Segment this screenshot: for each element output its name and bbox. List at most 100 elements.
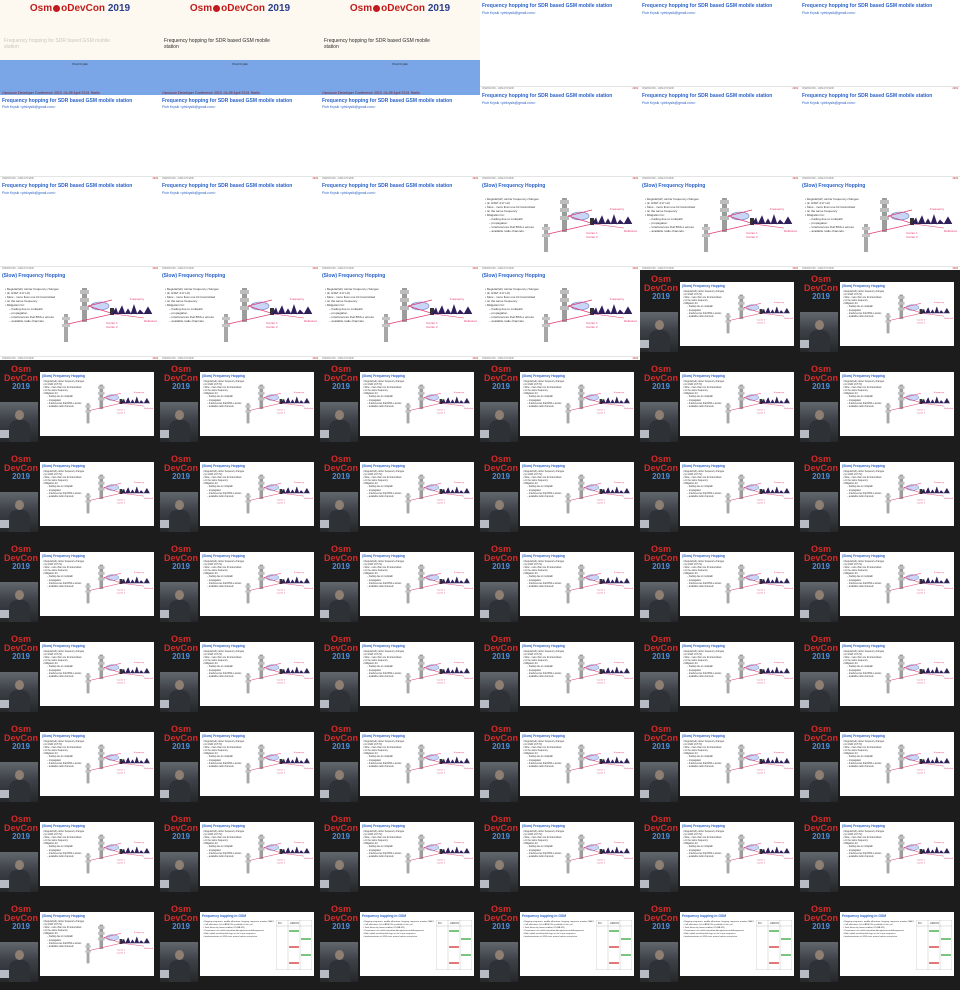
table-header-fn: FN: [758, 921, 762, 925]
intro-slide-thumbnail[interactable]: Frequency hopping for SDR based GSM mobi…: [800, 90, 960, 180]
video-frame-thumbnail[interactable]: Osm DevCon 2019 (Slow) Frequency Hopping…: [480, 360, 640, 450]
video-frame-thumbnail[interactable]: Osm DevCon 2019 (Slow) Frequency Hopping…: [320, 450, 480, 540]
frequency-hopping-diagram: Frequency Carrier 1 Carrier 2 Reflected: [222, 288, 317, 342]
bullet-item: – propagation: [649, 221, 668, 226]
frequency-hopping-slide-thumbnail[interactable]: (Slow) Frequency Hopping • Regular(ish) …: [480, 270, 640, 360]
video-frame-thumbnail[interactable]: Osm DevCon 2019 (Slow) Frequency Hopping…: [480, 810, 640, 900]
video-frame-thumbnail[interactable]: Osm DevCon 2019 (Slow) Frequency Hopping…: [320, 630, 480, 720]
title-slide-thumbnail[interactable]: Osm oDevCon 2019 Frequency hopping for SD…: [0, 0, 160, 90]
speaker-body: [9, 870, 30, 892]
video-frame-thumbnail[interactable]: Osm DevCon 2019 Frequency hopping in GSM…: [480, 900, 640, 990]
video-frame-thumbnail[interactable]: Osm DevCon 2019 (Slow) Frequency Hopping…: [800, 810, 960, 900]
intro-slide-thumbnail[interactable]: Frequency hopping for SDR based GSM mobi…: [480, 0, 640, 90]
video-frame-thumbnail[interactable]: Osm DevCon 2019 Frequency hopping in GSM…: [160, 900, 320, 990]
intro-slide-thumbnail[interactable]: Frequency hopping for SDR based GSM mobi…: [160, 180, 320, 270]
fig-label-c1: Carrier 1: [437, 769, 446, 771]
bullet-item: – Interferences that BSS-s across: [687, 762, 722, 765]
video-frame-thumbnail[interactable]: Osm DevCon 2019 (Slow) Frequency Hopping…: [640, 630, 800, 720]
video-frame-thumbnail[interactable]: Osm DevCon 2019 (Slow) Frequency Hopping…: [640, 360, 800, 450]
fig-label-freq: Frequency: [614, 752, 625, 754]
frequency-hopping-slide-thumbnail[interactable]: (Slow) Frequency Hopping • Regular(ish) …: [640, 180, 800, 270]
footer-left: OSMOCOM - GSM-FH-SDR: [162, 177, 194, 180]
video-frame-thumbnail[interactable]: Osm DevCon 2019 (Slow) Frequency Hopping…: [320, 540, 480, 630]
footer-left: OSMOCOM - GSM-FH-SDR: [802, 267, 834, 270]
video-slide: (Slow) Frequency Hopping • Regular(ish) …: [680, 642, 794, 706]
slide-bullets: • Regular(ish) carrier frequency changes…: [683, 291, 739, 319]
video-frame-thumbnail[interactable]: Osm DevCon 2019 (Slow) Frequency Hopping…: [480, 630, 640, 720]
handset: [919, 758, 923, 764]
video-frame-thumbnail[interactable]: Osm DevCon 2019 Frequency hopping in GSM…: [640, 900, 800, 990]
frequency-hopping-slide-thumbnail[interactable]: (Slow) Frequency Hopping • Regular(ish) …: [0, 270, 160, 360]
video-frame-thumbnail[interactable]: Osm DevCon 2019 (Slow) Frequency Hopping…: [0, 810, 160, 900]
bullet-item: – Interferences that BSS-s across: [527, 582, 562, 585]
video-frame-thumbnail[interactable]: Osm DevCon 2019 (Slow) Frequency Hopping…: [320, 360, 480, 450]
frequency-hopping-diagram: Frequency Carrier 1 Carrier 2 Reflected: [85, 834, 154, 874]
video-frame-thumbnail[interactable]: Osm DevCon 2019 (Slow) Frequency Hopping…: [800, 450, 960, 540]
speaker-head: [495, 770, 504, 780]
intro-slide-thumbnail[interactable]: Frequency hopping for SDR based GSM mobi…: [320, 180, 480, 270]
video-frame-thumbnail[interactable]: Osm DevCon 2019 (Slow) Frequency Hopping…: [160, 810, 320, 900]
footer-left: OSMOCOM - GSM-FH-SDR: [642, 267, 674, 270]
video-frame-thumbnail[interactable]: Osm DevCon 2019 (Slow) Frequency Hopping…: [0, 630, 160, 720]
video-frame-thumbnail[interactable]: Osm DevCon 2019 (Slow) Frequency Hopping…: [0, 900, 160, 990]
title-slide-thumbnail[interactable]: Osm oDevCon 2019 Frequency hopping for SD…: [160, 0, 320, 90]
bullet-item: – propagation: [687, 849, 702, 852]
tower-bottom: [886, 583, 890, 604]
bullet-item: • on the same frequency: [683, 300, 708, 303]
video-frame-thumbnail[interactable]: Osm DevCon 2019 (Slow) Frequency Hopping…: [0, 540, 160, 630]
bullet-item: • Regular(ish) carrier frequency changes: [43, 921, 85, 923]
intro-slide-thumbnail[interactable]: Osmocon Developer Conference 2019, 04-05…: [0, 90, 160, 180]
intro-slide-thumbnail[interactable]: Frequency hopping for SDR based GSM mobi…: [800, 0, 960, 90]
video-frame-thumbnail[interactable]: Osm DevCon 2019 (Slow) Frequency Hopping…: [0, 450, 160, 540]
video-frame-thumbnail[interactable]: Osm DevCon 2019 (Slow) Frequency Hopping…: [640, 450, 800, 540]
intro-slide-thumbnail[interactable]: Frequency hopping for SDR based GSM mobi…: [640, 90, 800, 180]
video-frame-thumbnail[interactable]: Osm DevCon 2019 Frequency hopping in GSM…: [800, 900, 960, 990]
laptop: [800, 700, 812, 708]
video-frame-thumbnail[interactable]: Osm DevCon 2019 (Slow) Frequency Hopping…: [480, 720, 640, 810]
video-frame-thumbnail[interactable]: Osm DevCon 2019 (Slow) Frequency Hopping…: [160, 630, 320, 720]
intro-slide-thumbnail[interactable]: Frequency hopping for SDR based GSM mobi…: [640, 0, 800, 90]
bullet-item: • (in GSM: 217 Hz): [363, 744, 383, 747]
video-frame-thumbnail[interactable]: Osm DevCon 2019 (Slow) Frequency Hopping…: [800, 360, 960, 450]
spectrum-bars: [760, 846, 790, 854]
laptop: [480, 520, 492, 528]
speaker-head: [495, 500, 504, 510]
bullet-item: • on the same frequency: [523, 750, 548, 753]
bullet-item: • (in GSM: 217 Hz): [523, 654, 543, 657]
video-frame-thumbnail[interactable]: Osm DevCon 2019 (Slow) Frequency Hopping…: [160, 720, 320, 810]
video-frame-thumbnail[interactable]: Osm DevCon 2019 (Slow) Frequency Hopping…: [640, 810, 800, 900]
video-frame-thumbnail[interactable]: Osm DevCon 2019 (Slow) Frequency Hopping…: [320, 810, 480, 900]
video-frame-thumbnail[interactable]: Osm DevCon 2019 (Slow) Frequency Hopping…: [640, 540, 800, 630]
fig-label-c1: Carrier 1: [277, 859, 286, 861]
video-frame-thumbnail[interactable]: Osm DevCon 2019 (Slow) Frequency Hopping…: [800, 540, 960, 630]
conference-band: [160, 90, 320, 95]
frequency-hopping-slide-thumbnail[interactable]: (Slow) Frequency Hopping • Regular(ish) …: [800, 180, 960, 270]
title-slide-thumbnail[interactable]: Osm oDevCon 2019 Frequency hopping for SD…: [320, 0, 480, 90]
bullet-item: • on the same frequency: [645, 209, 678, 214]
video-frame-thumbnail[interactable]: Osm DevCon 2019 (Slow) Frequency Hopping…: [0, 360, 160, 450]
video-frame-thumbnail[interactable]: Osm DevCon 2019 (Slow) Frequency Hopping…: [640, 720, 800, 810]
video-frame-thumbnail[interactable]: Osm DevCon 2019 (Slow) Frequency Hopping…: [0, 720, 160, 810]
intro-slide-thumbnail[interactable]: Osmocon Developer Conference 2019, 04-05…: [320, 90, 480, 180]
video-frame-thumbnail[interactable]: Osm DevCon 2019 (Slow) Frequency Hopping…: [480, 450, 640, 540]
bullet-item: • Cell allocation: list of ARFCNs availa…: [203, 924, 253, 927]
video-frame-thumbnail[interactable]: Osm DevCon 2019 (Slow) Frequency Hopping…: [800, 630, 960, 720]
video-frame-thumbnail[interactable]: Osm DevCon 2019 (Slow) Frequency Hopping…: [800, 720, 960, 810]
video-frame-thumbnail[interactable]: Osm DevCon 2019 (Slow) Frequency Hopping…: [160, 360, 320, 450]
video-frame-thumbnail[interactable]: Osm DevCon 2019 (Slow) Frequency Hopping…: [640, 270, 800, 360]
intro-slide-thumbnail[interactable]: Frequency hopping for SDR based GSM mobi…: [0, 180, 160, 270]
frequency-hopping-slide-thumbnail[interactable]: (Slow) Frequency Hopping • Regular(ish) …: [480, 180, 640, 270]
video-frame-thumbnail[interactable]: Osm DevCon 2019 (Slow) Frequency Hopping…: [480, 540, 640, 630]
video-frame-thumbnail[interactable]: Osm DevCon 2019 (Slow) Frequency Hopping…: [160, 540, 320, 630]
slide-subtitle: Piotr Krysik <ptrkrysik@gmail.com>: [642, 101, 696, 105]
frequency-hopping-slide-thumbnail[interactable]: (Slow) Frequency Hopping • Regular(ish) …: [160, 270, 320, 360]
speaker-body: [809, 330, 830, 352]
video-frame-thumbnail[interactable]: Osm DevCon 2019 (Slow) Frequency Hopping…: [800, 270, 960, 360]
video-frame-thumbnail[interactable]: Osm DevCon 2019 Frequency hopping in GSM…: [320, 900, 480, 990]
intro-slide-thumbnail[interactable]: Osmocon Developer Conference 2019, 04-05…: [160, 90, 320, 180]
video-frame-thumbnail[interactable]: Osm DevCon 2019 (Slow) Frequency Hopping…: [160, 450, 320, 540]
video-frame-thumbnail[interactable]: Osm DevCon 2019 (Slow) Frequency Hopping…: [320, 720, 480, 810]
frequency-hopping-slide-thumbnail[interactable]: (Slow) Frequency Hopping • Regular(ish) …: [320, 270, 480, 360]
tower-left: [259, 834, 264, 860]
intro-slide-thumbnail[interactable]: Frequency hopping for SDR based GSM mobi…: [480, 90, 640, 180]
